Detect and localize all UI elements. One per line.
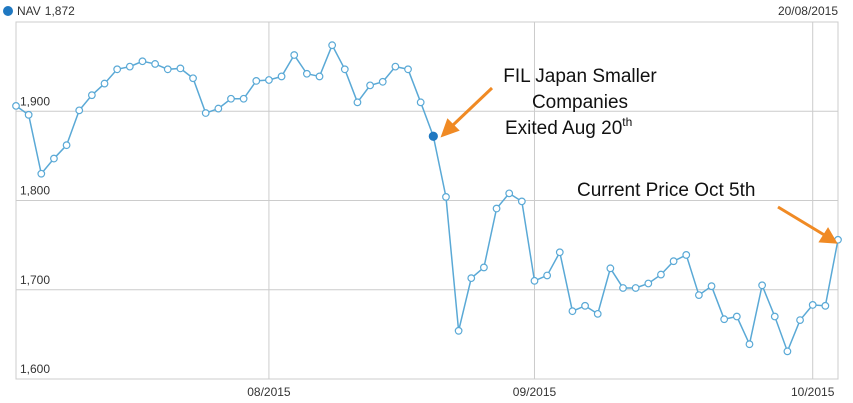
arrow [450,86,494,128]
annotation: Current Price Oct 5th [577,180,755,201]
point [669,257,678,266]
y-tick-label: 1,800 [20,184,50,198]
point [606,264,615,273]
point [62,141,71,150]
arrow-head [818,227,838,244]
point [657,270,665,279]
point [593,309,602,318]
point [24,110,33,119]
point [568,307,577,316]
arrows [440,86,838,244]
highlight-point [428,131,438,141]
point [302,69,311,78]
point [796,316,804,324]
legend-dot [3,6,13,16]
point [125,62,134,71]
legend: NAV 1,872 [17,4,75,18]
point [113,65,122,74]
point [214,104,223,113]
point [682,251,691,259]
point [100,79,109,88]
point [176,64,185,73]
point [505,189,514,198]
y-tick-label: 1,600 [20,362,50,376]
point [391,62,400,71]
annotation: Exited Aug 20th [505,115,632,139]
point [492,204,501,213]
point [75,106,84,115]
point [732,312,741,321]
point [201,109,210,117]
annotation-text: Exited Aug 20 [505,118,622,139]
point [138,57,147,66]
point [239,94,248,103]
point [631,284,640,292]
point [454,326,463,335]
arrow-head [440,118,460,138]
legend-name: NAV [17,4,41,18]
point [227,94,235,103]
tooltip-date: 20/08/2015 [778,4,838,18]
x-tick-label: 10/2015 [791,385,835,399]
point [555,248,564,257]
annotation-sup: th [622,115,632,129]
point [87,91,96,100]
point [694,291,703,300]
point [745,340,754,349]
point [12,101,20,110]
point [252,77,261,85]
point [480,263,488,272]
point [277,72,286,81]
point [581,301,589,310]
legend-value: 1,872 [45,4,75,18]
annotation: Companies [532,92,628,113]
point [442,193,450,201]
point [37,169,46,178]
arrow [777,205,827,238]
point [163,65,172,74]
point [340,65,349,74]
point [189,74,197,83]
point [808,301,817,309]
y-tick-label: 1,900 [20,94,50,108]
x-tick-label: 08/2015 [247,385,291,399]
point [328,41,337,50]
point [404,65,412,74]
point [783,347,792,356]
point [416,98,425,107]
point [366,81,374,90]
point [707,282,716,291]
point [530,276,539,285]
annotation: FIL Japan Smaller [503,66,657,87]
point [290,51,299,59]
point [644,279,653,288]
point [720,315,729,324]
point [265,76,273,84]
point [50,154,58,163]
point [758,281,767,290]
point [353,98,362,107]
point [770,312,779,321]
point [543,271,552,280]
point [315,72,324,81]
point [467,274,476,283]
point [378,77,387,86]
point [517,197,526,206]
x-tick-label: 09/2015 [513,385,557,399]
point [151,60,160,68]
y-tick-label: 1,700 [20,273,50,287]
point [619,284,627,292]
point [821,301,830,310]
